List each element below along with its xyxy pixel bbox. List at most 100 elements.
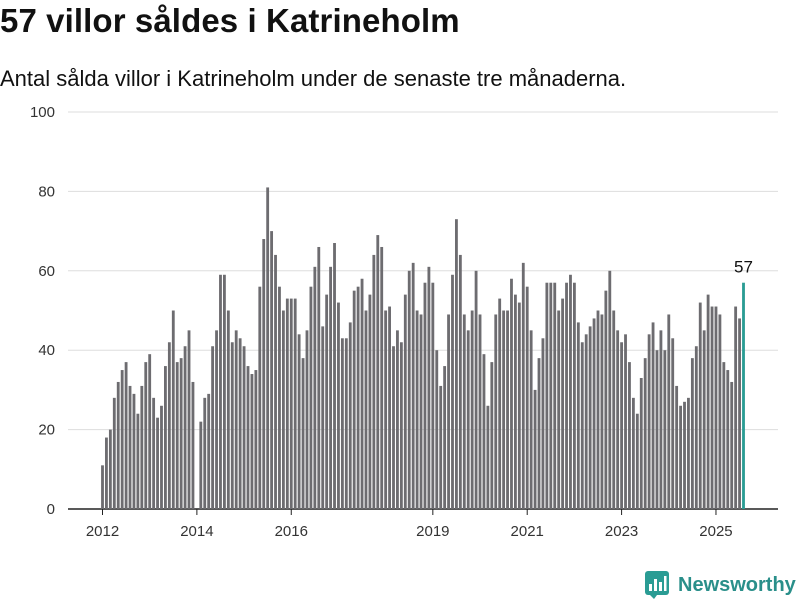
bar [124, 362, 128, 509]
bar [368, 294, 372, 509]
bar [690, 358, 694, 509]
bar [187, 330, 191, 509]
bar [584, 334, 588, 509]
bar [226, 310, 230, 509]
bar [403, 294, 407, 509]
y-tick-label: 0 [47, 501, 55, 518]
bar [458, 254, 462, 509]
bar [576, 322, 580, 509]
bar [675, 385, 679, 509]
bar [297, 334, 301, 509]
bar [407, 270, 411, 509]
bar [537, 358, 541, 509]
bar [344, 338, 348, 509]
bar [262, 239, 266, 510]
bar [399, 342, 403, 509]
bar [301, 358, 305, 509]
bar [289, 298, 293, 509]
bar [608, 270, 612, 509]
bar [222, 274, 226, 509]
bar [718, 314, 722, 509]
x-tick-label: 2012 [86, 523, 119, 540]
bar [274, 254, 277, 509]
bar [340, 338, 344, 509]
bar [238, 338, 242, 509]
bar [317, 246, 321, 510]
y-axis: 0 20 40 60 80 100 [30, 104, 55, 518]
bar [466, 330, 470, 509]
bar [510, 278, 513, 509]
bar [494, 314, 498, 509]
bar [698, 302, 702, 509]
bar [671, 338, 675, 509]
bar [651, 322, 655, 509]
y-tick-label: 100 [30, 104, 55, 121]
bar [639, 377, 643, 509]
bar [266, 187, 270, 509]
bar [529, 330, 533, 509]
bar [513, 294, 517, 509]
bar [620, 342, 624, 509]
bar [734, 306, 738, 509]
x-tick-label: 2021 [511, 523, 544, 540]
bar [679, 405, 682, 509]
bar [337, 302, 340, 509]
page-title: 57 villor såldes i Katrineholm [0, 2, 460, 39]
bar [415, 310, 419, 509]
y-tick-label: 40 [38, 342, 55, 359]
bar [521, 262, 525, 509]
bar [270, 231, 274, 509]
page-subtitle: Antal sålda villor i Katrineholm under d… [0, 66, 627, 91]
bar [588, 326, 592, 509]
y-tick-label: 80 [38, 183, 55, 200]
x-tick-label: 2019 [416, 523, 449, 540]
bar [101, 465, 104, 509]
bar [356, 286, 360, 509]
x-tick-label: 2025 [699, 523, 732, 540]
bar [738, 318, 741, 509]
bar [572, 282, 576, 509]
bar [631, 397, 635, 509]
bar [207, 393, 211, 509]
bar [215, 330, 218, 509]
brand-name: Newsworthy [678, 573, 796, 596]
bar [643, 358, 647, 509]
bar [580, 342, 584, 509]
bar [423, 282, 427, 509]
bar [321, 326, 325, 509]
bar [533, 389, 537, 509]
bar [451, 274, 454, 509]
bar [175, 362, 179, 509]
bar [372, 254, 376, 509]
bar [726, 370, 730, 509]
bar [396, 330, 399, 509]
bar [313, 266, 317, 509]
bar [557, 310, 561, 509]
bar [211, 346, 215, 509]
bar [439, 385, 443, 509]
bar [376, 235, 380, 509]
bar [553, 282, 557, 509]
bar [628, 362, 631, 509]
bar [569, 274, 572, 509]
newsworthy-logo-icon [645, 571, 669, 599]
bar [541, 338, 545, 509]
bar [305, 330, 309, 509]
bar [706, 294, 710, 509]
bar [411, 262, 415, 509]
bar [659, 330, 663, 509]
brand-logo[interactable]: Newsworthy [644, 570, 796, 600]
bar [710, 306, 714, 509]
bar [136, 413, 140, 509]
bar [470, 310, 474, 509]
bar [663, 350, 667, 509]
highlight-value-label: 57 [734, 258, 753, 277]
bar [156, 417, 159, 509]
x-tick-label: 2016 [275, 523, 308, 540]
bar [714, 306, 718, 509]
bar [462, 314, 466, 509]
bar [120, 370, 124, 509]
bar [667, 314, 671, 509]
bar [167, 342, 171, 509]
bar [702, 330, 706, 509]
